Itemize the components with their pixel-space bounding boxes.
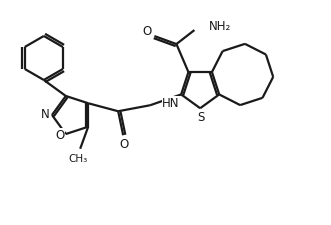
- Text: HN: HN: [162, 97, 180, 110]
- Text: S: S: [198, 111, 205, 124]
- Text: O: O: [55, 128, 65, 142]
- Text: O: O: [119, 138, 129, 151]
- Text: N: N: [41, 108, 49, 121]
- Text: NH₂: NH₂: [209, 20, 231, 33]
- Text: O: O: [143, 25, 152, 38]
- Text: CH₃: CH₃: [69, 154, 88, 164]
